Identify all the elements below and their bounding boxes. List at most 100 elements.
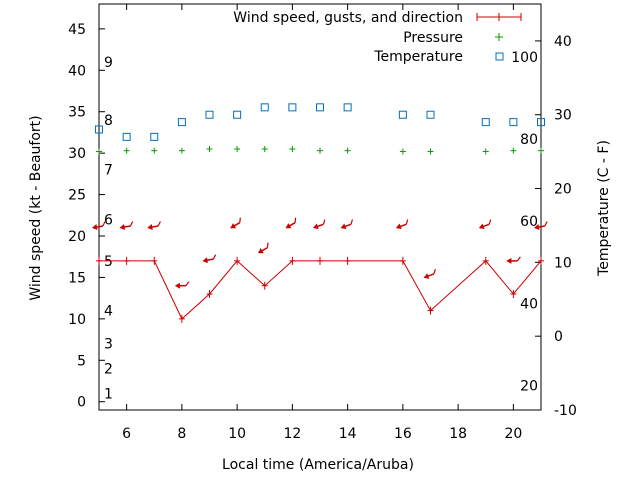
temperature-point [398,110,407,119]
temperature-point [316,103,324,112]
wind-gust-arrow [230,217,241,229]
x-tick-label: 10 [228,426,246,442]
fahrenheit-label: 40 [520,297,538,313]
wind-gust-arrow [313,219,326,230]
x-tick-label: 14 [339,426,357,442]
wind-direction-arrow [202,254,217,264]
beaufort-label: 3 [104,337,113,353]
wind-gust-arrow-barb [266,242,269,248]
y-tick-label: 15 [68,270,86,286]
wind-gust-arrow-barb [157,221,161,227]
legend-label-wind: Wind speed, gusts, and direction [233,10,463,26]
wind-gust-arrow-barb [294,217,297,223]
wind-direction-arrow [174,281,190,289]
wind-gust-arrow-head [147,224,153,230]
y2-tick-label: 20 [554,182,572,198]
legend-label-pressure: Pressure [403,30,463,46]
temperature-point [343,103,352,112]
wind-direction-arrow-head [174,282,180,289]
y-tick-label: 25 [68,188,86,204]
y2-tick-label: 30 [554,108,572,124]
wind-gust-arrow [395,219,409,230]
y-tick-label: 20 [68,229,86,245]
wind-gust-arrow-barb [129,221,134,227]
x-axis-title: Local time (America/Aruba) [222,457,414,473]
y-tick-label: 45 [68,22,86,38]
beaufort-label: 8 [104,113,113,129]
wind-gust-arrow [92,221,106,230]
y2-tick-label: 10 [554,255,572,271]
wind-gust-arrow-barb [350,219,354,225]
temperature-point [177,118,186,127]
legend-swatch-pressure [495,33,503,41]
wind-gust-arrow-barb [488,219,492,225]
temperature-point [150,132,159,141]
y-tick-label: 40 [68,63,86,79]
temperature-point [288,103,297,112]
wind-direction-arrow-barb [433,269,436,275]
wind-gust-arrow-head [230,223,237,229]
wind-gust-arrow [534,221,548,230]
beaufort-label: 1 [104,386,113,402]
wind-direction-arrow-barb [212,254,217,260]
y-axis-title: Wind speed (kt - Beaufort) [28,115,44,300]
temperature-point [481,118,490,127]
beaufort-label: 7 [104,163,113,179]
wind-gust-arrow [147,221,161,230]
x-tick-label: 16 [394,426,412,442]
series-layer [92,103,548,323]
wind-gust-arrow [340,219,354,230]
plot-frame [98,3,542,411]
wind-gust-arrow-head [257,248,264,254]
wind-direction-arrow-barb [185,281,190,287]
fahrenheit-label: 60 [520,214,538,230]
temperature-point [537,118,545,127]
legend: Wind speed, gusts, and direction Pressur… [233,10,522,65]
x-tick-label: 8 [177,426,186,442]
wind-direction-arrow-head [202,257,208,264]
legend-swatch-temperature [495,52,504,61]
wind-gust-arrow-barb [405,219,409,225]
temperature-point [205,110,214,119]
y2-tick-label: 0 [554,329,563,345]
temperature-point [122,132,131,141]
y2-tick-label: 40 [554,34,572,50]
y-tick-label: 10 [68,312,86,328]
wind-direction-arrow-head [506,257,512,264]
temperature-point [95,125,103,134]
beaufort-label: 4 [104,304,113,320]
y-tick-label: 35 [68,105,86,121]
fahrenheit-label: 20 [520,379,538,395]
wind-gust-arrow-head [92,224,98,230]
wind-gust-arrow-barb [102,221,106,227]
wind-gust-arrow-barb [544,221,548,227]
temperature-point [509,118,518,127]
wind-gust-arrow-head [340,223,347,230]
legend-label-temperature: Temperature [373,49,463,65]
x-tick-label: 12 [283,426,301,442]
fahrenheit-label: 100 [511,50,538,66]
wind-gust-arrow-barb [239,217,241,223]
wind-gust-arrow-head [478,223,485,230]
x-tick-label: 18 [449,426,467,442]
wind-gust-arrow [257,242,269,254]
wind-gust-arrow-head [285,223,292,229]
y-tick-label: 30 [68,146,86,162]
wind-gust-arrow-barb [322,219,326,225]
y2-tick-label: -10 [554,403,577,419]
wind-direction-arrow [423,269,436,279]
beaufort-label: 9 [104,55,113,71]
wind-gust-arrow-head [534,224,540,230]
label-layer: 6 8 10 12 14 16 18 20051015202530354045-1001020… [68,22,577,442]
wind-gust-arrow [119,221,134,230]
wind-direction-arrow [506,256,521,264]
wind-direction-arrow-barb [516,256,521,262]
y-tick-label: 0 [77,395,86,411]
beaufort-label: 6 [104,212,113,228]
wind-direction-arrow-head [423,273,430,279]
y2-axis-title: Temperature (C - F) [596,140,612,277]
wind-gust-arrow [285,217,297,229]
beaufort-label: 5 [104,254,113,270]
temperature-point [260,103,269,112]
fahrenheit-label: 80 [520,132,538,148]
